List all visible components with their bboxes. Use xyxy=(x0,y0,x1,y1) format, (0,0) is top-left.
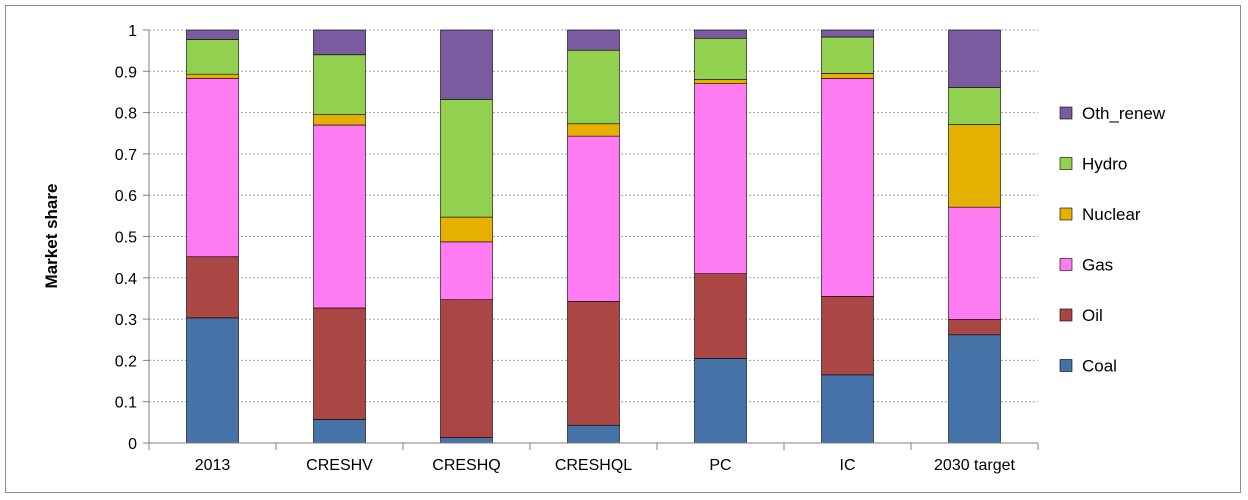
x-tick-labels: 2013 CRESHV CRESHQ CRESHQL PC IC 2030 target xyxy=(148,443,1039,474)
bar-segment-hydro xyxy=(694,37,747,80)
bar-segment-oil xyxy=(821,296,874,376)
bar-segment-gas xyxy=(821,78,874,297)
bar-segment-nuclear xyxy=(694,79,747,84)
bar-segment-nuclear xyxy=(186,73,239,79)
x-tick-label: CRESHV xyxy=(306,457,373,474)
x-tick-label: CRESHQ xyxy=(432,457,500,474)
bar-stack xyxy=(694,29,747,444)
y-tick-label: 0.9 xyxy=(115,64,137,81)
bar-segment-coal xyxy=(186,317,239,444)
bar-segment-nuclear xyxy=(821,73,874,79)
legend-swatch xyxy=(1059,207,1073,221)
y-tick-labels: 0 0.1 0.2 0.3 0.4 0.5 0.6 0.7 0.8 0.9 1 xyxy=(115,23,149,453)
legend-label: Oil xyxy=(1082,306,1103,325)
bar-segment-coal xyxy=(567,424,620,444)
bar-segment-coal xyxy=(313,419,366,444)
x-tick-label: IC xyxy=(840,457,856,474)
legend: Oth_renew Hydro Nuclear Gas Oil Coal xyxy=(1059,104,1166,376)
bar-segment-coal xyxy=(694,358,747,444)
bar-segment-hydro xyxy=(821,36,874,74)
y-tick-label: 0.1 xyxy=(115,395,137,412)
y-tick-label: 0.6 xyxy=(115,188,137,205)
bar-stack xyxy=(440,29,493,444)
legend-swatch xyxy=(1059,106,1073,120)
bar-segment-nuclear xyxy=(313,114,366,126)
bar-segment-coal xyxy=(821,374,874,444)
bar-segment-hydro xyxy=(948,87,1001,125)
bar-segment-hydro xyxy=(567,49,620,125)
y-tick-label: 0.4 xyxy=(115,271,137,288)
bar-segment-nuclear xyxy=(948,124,1001,208)
bar-stack xyxy=(186,29,239,444)
y-tick-label: 0.2 xyxy=(115,353,137,370)
legend-label: Nuclear xyxy=(1082,205,1141,224)
x-tick-label: CRESHQL xyxy=(555,457,632,474)
legend-item: Oth_renew xyxy=(1059,104,1166,123)
bar-segment-gas xyxy=(186,78,239,258)
y-tick-label: 0.7 xyxy=(115,147,137,164)
bar-segment-gas xyxy=(567,135,620,302)
bar-segment-oth-renew xyxy=(948,29,1001,88)
bar-segment-gas xyxy=(948,206,1001,320)
bar-segment-hydro xyxy=(440,99,493,218)
legend-label: Oth_renew xyxy=(1082,104,1166,123)
bar-segment-oth-renew xyxy=(694,29,747,39)
bar-segment-oil xyxy=(186,256,239,319)
bar-segment-coal xyxy=(948,334,1001,444)
legend-item: Oil xyxy=(1059,306,1103,325)
y-tick-label: 1 xyxy=(128,23,137,40)
legend-label: Coal xyxy=(1082,357,1117,376)
bars xyxy=(186,29,1001,444)
legend-item: Coal xyxy=(1059,357,1117,376)
legend-label: Hydro xyxy=(1082,155,1127,174)
bar-segment-coal xyxy=(440,437,493,444)
bar-stack xyxy=(313,29,366,444)
legend-swatch xyxy=(1059,258,1073,271)
bar-segment-gas xyxy=(313,124,366,309)
bar-segment-gas xyxy=(440,241,493,300)
y-tick-label: 0.5 xyxy=(115,230,137,247)
bar-stack xyxy=(567,29,620,444)
bar-segment-oil xyxy=(313,307,366,420)
legend-item: Hydro xyxy=(1059,155,1127,174)
legend-swatch xyxy=(1059,359,1073,372)
bar-segment-oil xyxy=(567,301,620,426)
y-axis-title: Market share xyxy=(42,184,61,289)
x-tick-label: 2030 target xyxy=(934,457,1016,474)
y-tick-label: 0.8 xyxy=(115,106,137,123)
bar-segment-gas xyxy=(694,83,747,274)
bar-stack xyxy=(821,29,874,444)
y-tick-label: 0.3 xyxy=(115,312,137,329)
bar-segment-oth-renew xyxy=(313,29,366,56)
bar-segment-hydro xyxy=(186,39,239,75)
bar-segment-nuclear xyxy=(567,123,620,137)
bar-stack xyxy=(948,29,1001,444)
bar-segment-oth-renew xyxy=(440,29,493,100)
legend-swatch xyxy=(1059,308,1073,322)
y-tick-label: 0 xyxy=(128,436,137,453)
bar-segment-nuclear xyxy=(440,216,493,243)
bar-segment-oth-renew xyxy=(567,29,620,51)
bar-segment-oth-renew xyxy=(821,29,874,38)
x-tick-label: PC xyxy=(709,457,731,474)
bar-segment-oil xyxy=(948,319,1001,336)
legend-item: Nuclear xyxy=(1059,205,1141,224)
bar-segment-hydro xyxy=(313,54,366,115)
x-tick-label: 2013 xyxy=(195,457,231,474)
legend-swatch xyxy=(1059,157,1073,170)
bar-segment-oil xyxy=(694,273,747,359)
bar-segment-oth-renew xyxy=(186,29,239,40)
bar-segment-oil xyxy=(440,299,493,438)
legend-item: Gas xyxy=(1059,256,1113,275)
legend-label: Gas xyxy=(1082,256,1113,275)
